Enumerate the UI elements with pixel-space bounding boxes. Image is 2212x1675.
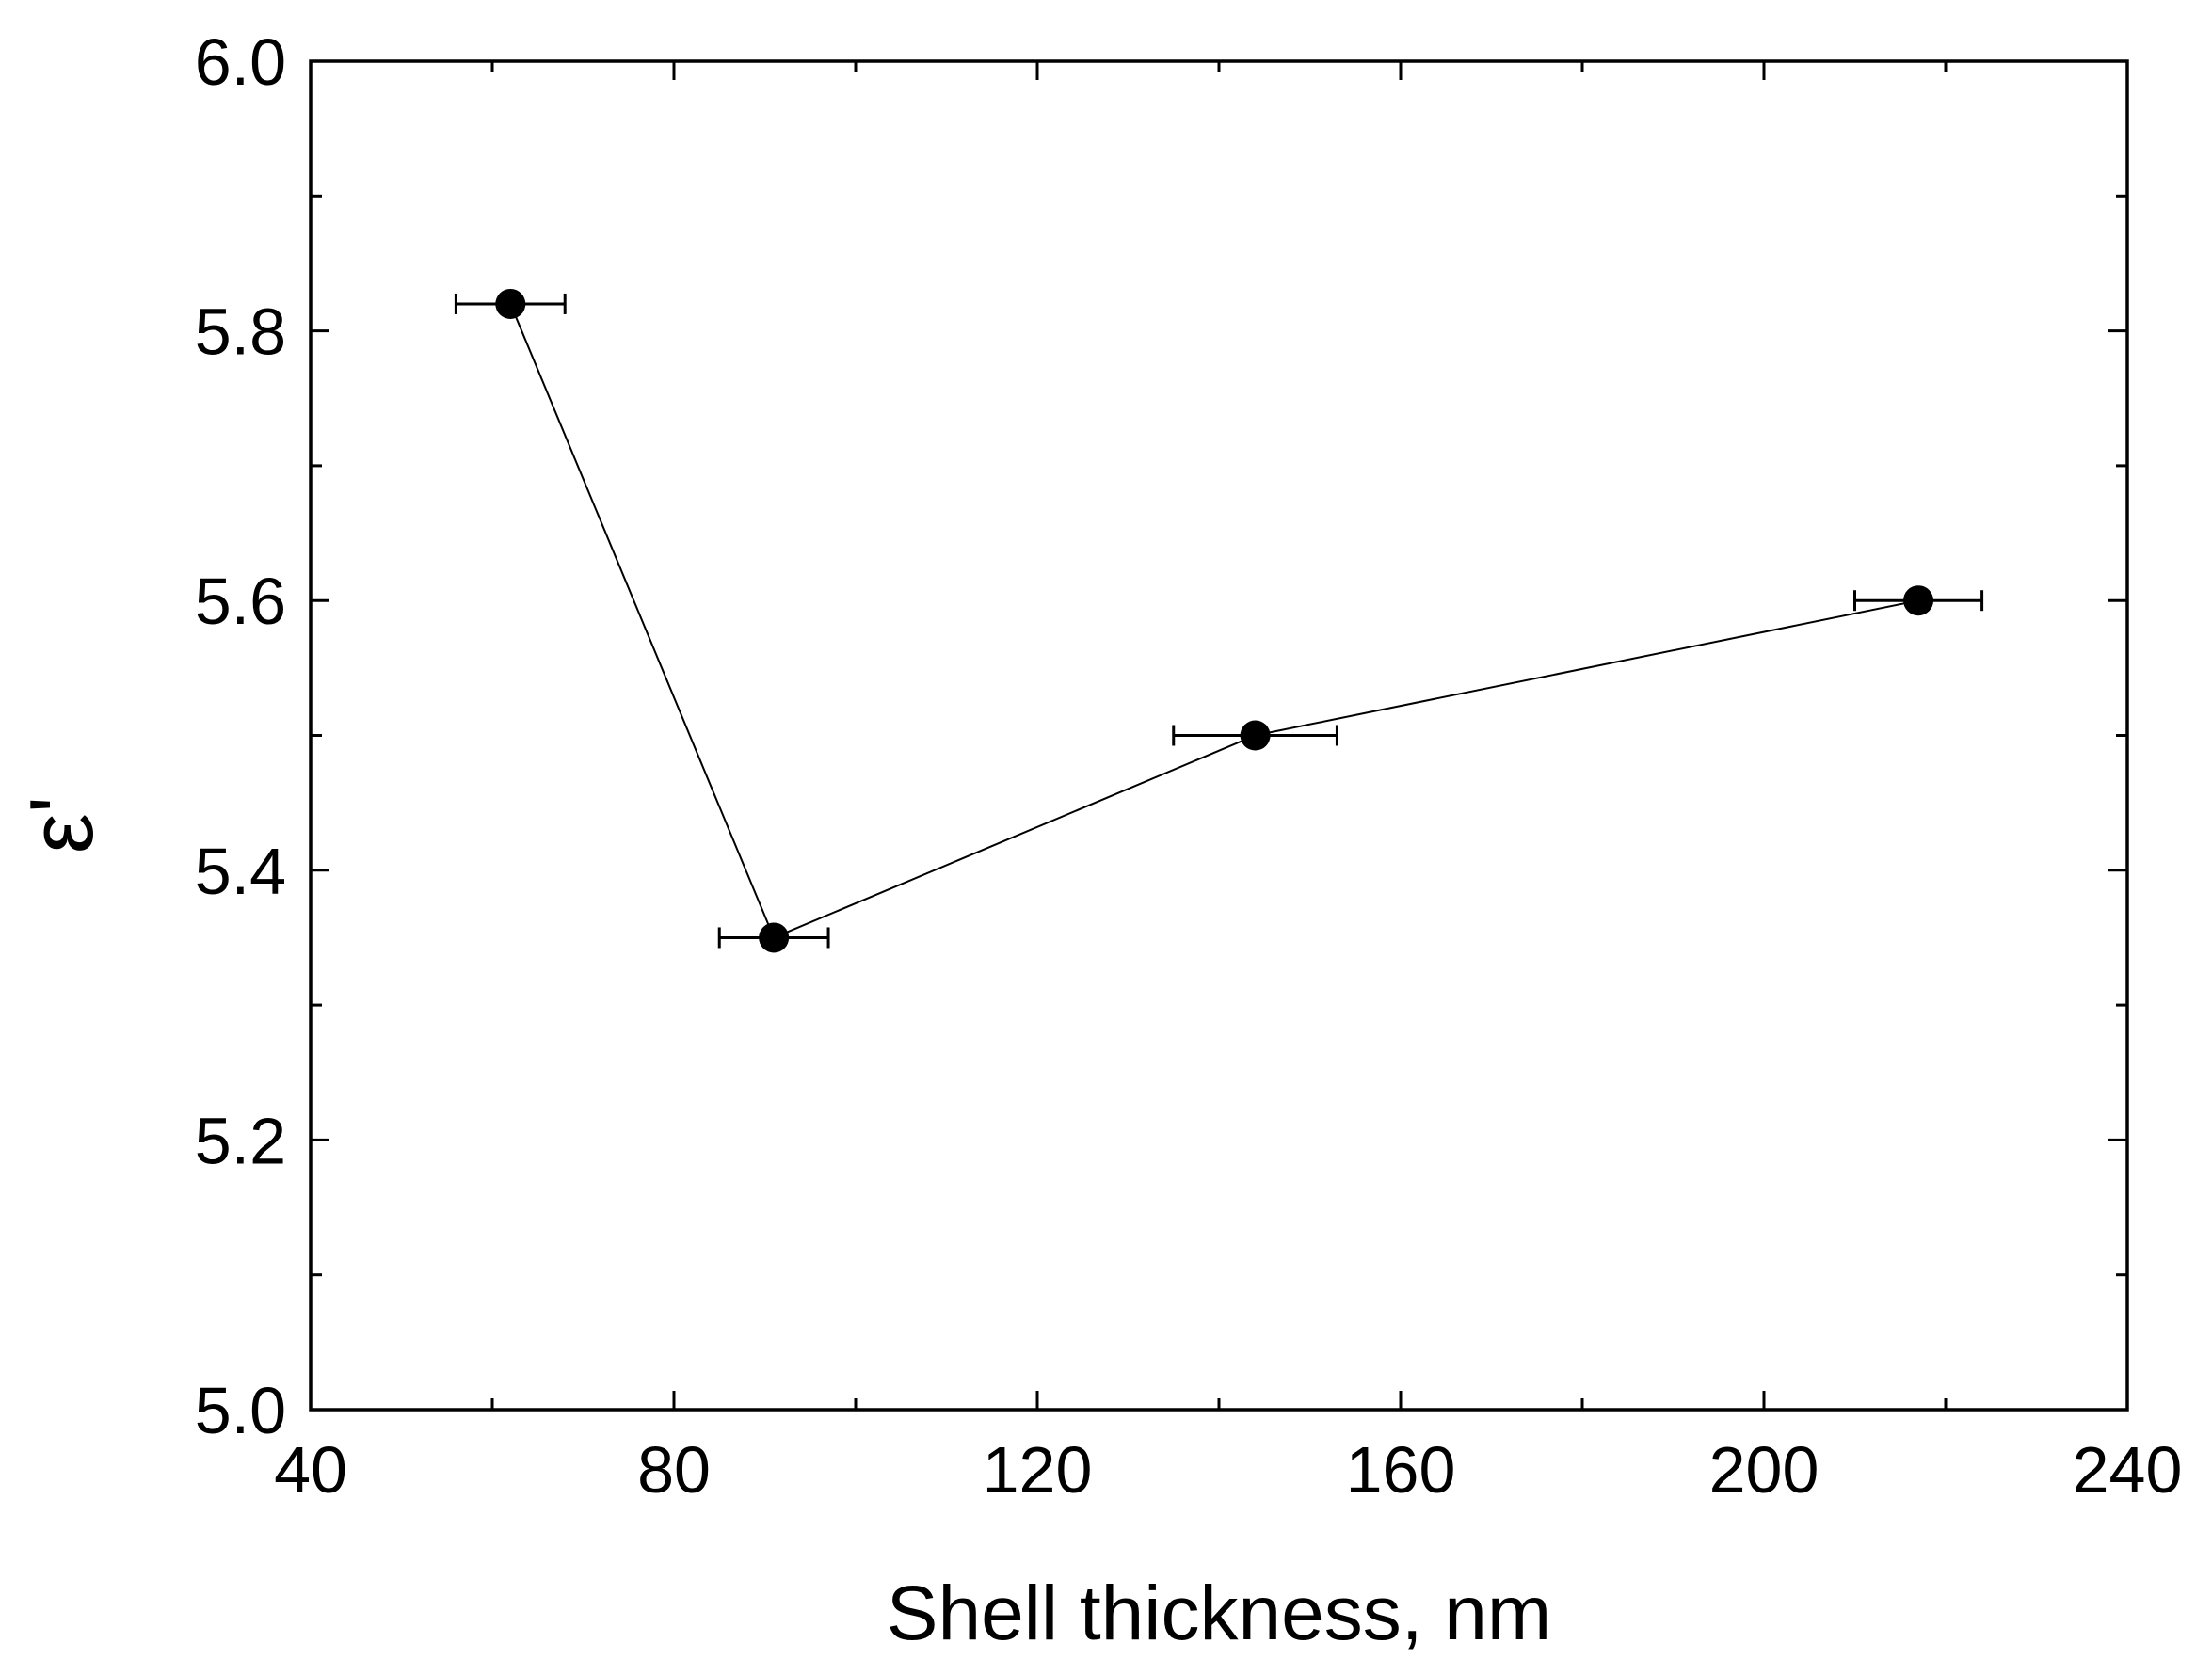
data-point	[495, 288, 526, 319]
y-axis-title: ε'	[11, 796, 112, 853]
tick-labels-group: 40 80 120 160 200 240 5.0 5.2 5.4 5.6 5.8 6.0	[195, 25, 2183, 1507]
x-tick-label: 160	[1346, 1433, 1456, 1507]
axis-titles-group: Shell thickness, nm ε'	[11, 796, 1551, 1656]
x-tick-label: 240	[2073, 1433, 2183, 1507]
y-tick-label: 5.8	[195, 295, 286, 369]
data-point	[1240, 720, 1271, 751]
x-tick-label: 200	[1709, 1433, 1819, 1507]
data-point	[1903, 585, 1934, 616]
x-tick-label: 40	[274, 1433, 347, 1507]
y-tick-label: 5.4	[195, 835, 286, 908]
ticks-group	[309, 59, 2129, 1412]
y-tick-label: 6.0	[195, 25, 286, 99]
x-axis-title: Shell thickness, nm	[887, 1571, 1551, 1656]
y-tick-label: 5.6	[195, 565, 286, 638]
x-tick-label: 80	[637, 1433, 711, 1507]
y-tick-label: 5.0	[195, 1374, 286, 1447]
series-group	[454, 288, 1984, 953]
x-tick-label: 120	[983, 1433, 1093, 1507]
data-point	[759, 922, 790, 953]
y-tick-label: 5.2	[195, 1104, 286, 1177]
series-line	[509, 303, 1919, 939]
